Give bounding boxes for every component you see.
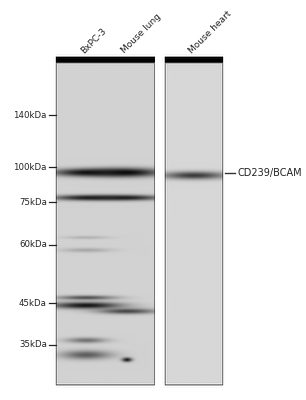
Text: Mouse lung: Mouse lung	[120, 12, 163, 55]
Text: 100kDa: 100kDa	[13, 163, 47, 172]
Text: 75kDa: 75kDa	[19, 198, 47, 207]
Text: BxPC-3: BxPC-3	[79, 26, 108, 55]
Text: 140kDa: 140kDa	[13, 110, 47, 120]
Text: 35kDa: 35kDa	[19, 340, 47, 349]
Text: CD239/BCAM: CD239/BCAM	[237, 168, 302, 178]
Text: 60kDa: 60kDa	[19, 240, 47, 250]
Text: 45kDa: 45kDa	[19, 298, 47, 308]
Text: Mouse heart: Mouse heart	[187, 9, 233, 55]
